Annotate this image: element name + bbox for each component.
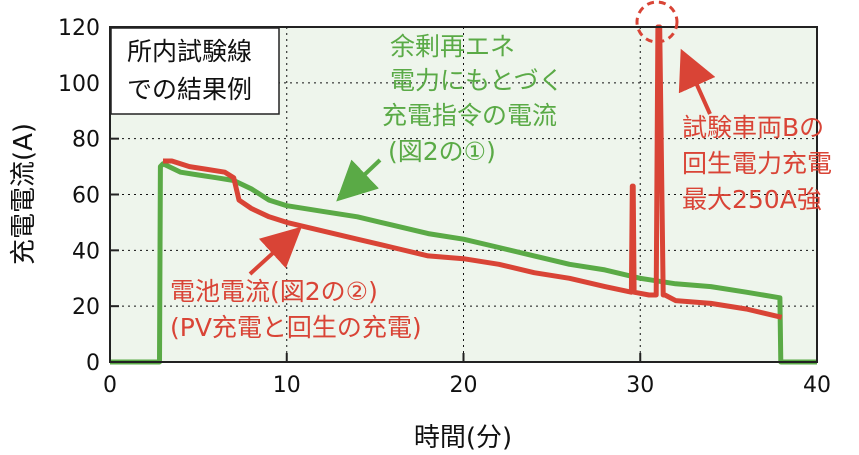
x-tick-label: 30 — [626, 373, 654, 398]
green-label-line-3: 充電指令の電流 — [382, 101, 557, 130]
x-tick-label: 0 — [103, 373, 117, 398]
battery-label-line-2: (PV充電と回生の充電) — [170, 313, 422, 342]
regen-label-line-2: 回生電力充電 — [682, 149, 832, 178]
note-box — [110, 27, 280, 115]
green-label-line-2: 電力にもとづく — [390, 66, 564, 95]
series-line-0 — [110, 161, 817, 365]
y-tick-label: 60 — [72, 184, 100, 209]
x-tick-label: 40 — [803, 373, 831, 398]
y-tick-label: 0 — [86, 351, 100, 376]
y-tick-label: 80 — [72, 128, 100, 153]
green-label-line-1: 余剰再エネ — [390, 32, 515, 61]
battery-label-arrow — [248, 226, 302, 276]
series-layer — [110, 24, 817, 365]
green-label-line-4: (図2の①) — [388, 137, 496, 166]
battery-label-line-1: 電池電流(図2の②) — [170, 277, 378, 306]
regen-label-arrow — [678, 48, 716, 115]
y-tick-label: 40 — [72, 239, 100, 264]
y-axis-title: 充電電流(A) — [9, 123, 39, 265]
ticks: 0 20 40 60 80 100 120 0 10 20 30 40 — [58, 16, 831, 398]
series-line-1 — [163, 24, 783, 320]
y-tick-label: 120 — [58, 16, 100, 41]
regen-peak-circle — [635, 0, 679, 44]
y-tick-label: 100 — [58, 72, 100, 97]
y-tick-label: 20 — [72, 295, 100, 320]
note-box-line-1: 所内試験線 — [127, 37, 252, 66]
regen-label-line-1: 試験車両Bの — [682, 113, 824, 142]
note-box-line-2: での結果例 — [127, 75, 252, 104]
x-tick-label: 10 — [273, 373, 301, 398]
x-axis-title: 時間(分) — [414, 423, 512, 453]
x-tick-label: 20 — [450, 373, 478, 398]
green-label-arrow — [336, 158, 382, 202]
regen-label-line-3: 最大250A強 — [682, 185, 822, 214]
